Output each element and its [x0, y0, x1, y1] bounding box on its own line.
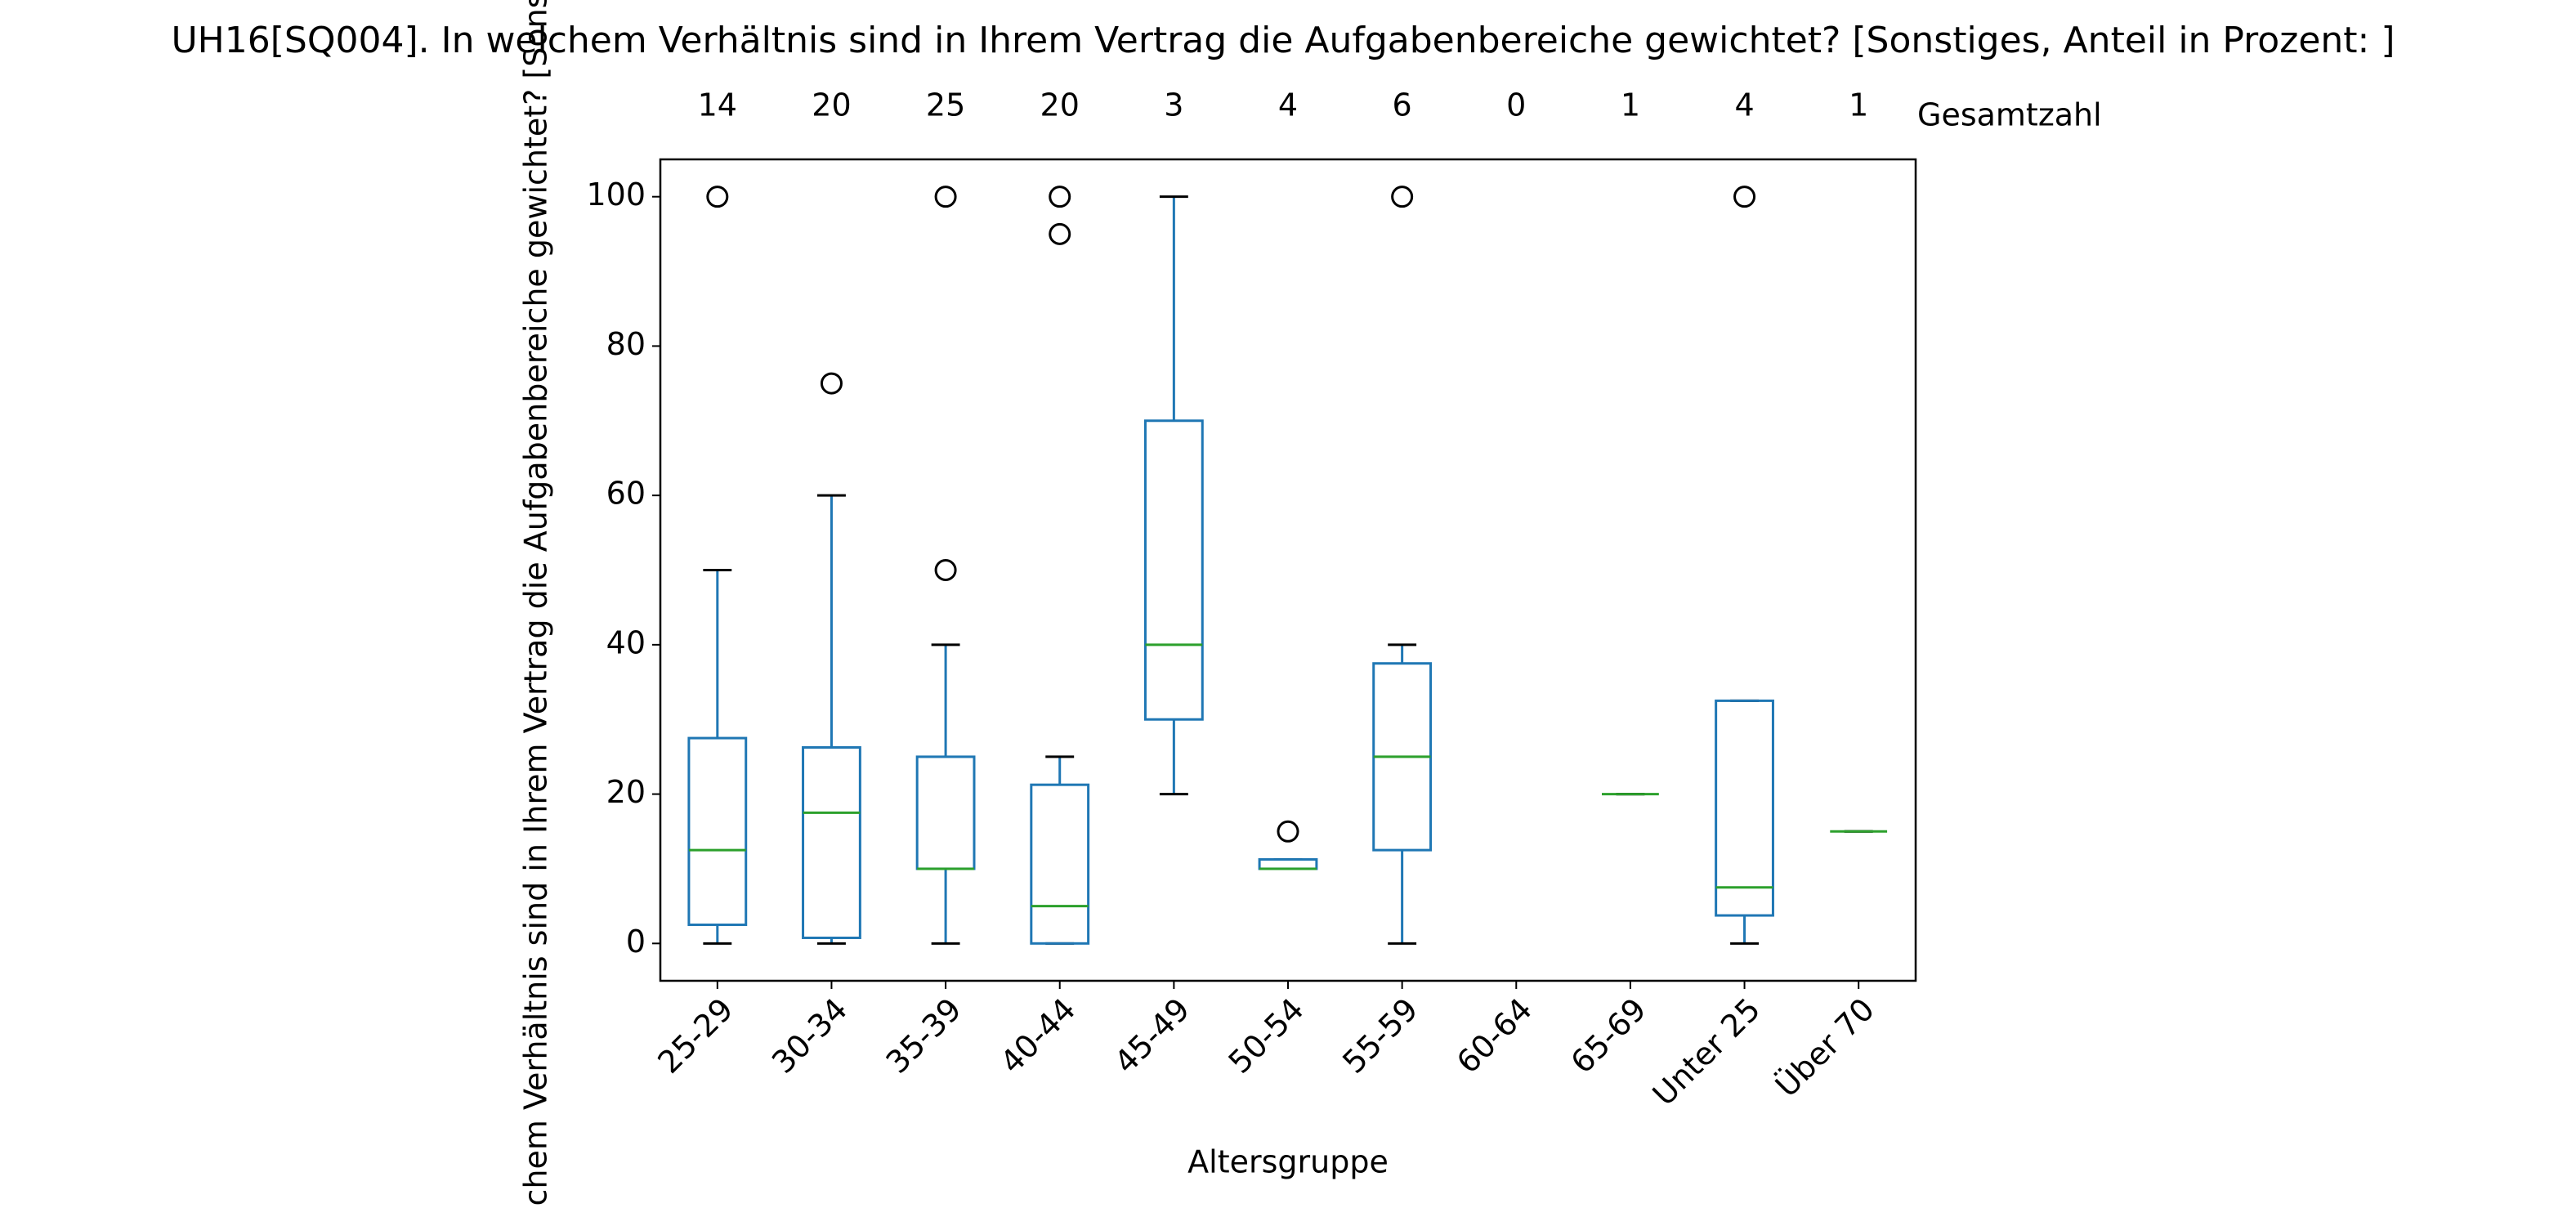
outlier [1049, 222, 1071, 245]
x-tick-label: 30-34 [765, 991, 854, 1080]
outlier [1733, 186, 1756, 208]
y-tick-label: 60 [606, 476, 646, 512]
y-tick-label: 80 [606, 326, 646, 362]
y-axis-label: UH16[SQ004]. In welchem Verhältnis sind … [518, 0, 554, 1208]
y-tick-label: 100 [586, 177, 646, 213]
box [687, 736, 748, 926]
box [1258, 858, 1318, 870]
x-tick-label: 40-44 [993, 991, 1082, 1080]
count: 20 [1040, 87, 1080, 123]
count: 4 [1278, 87, 1298, 123]
box [1030, 783, 1090, 945]
x-tick-label: 60-64 [1450, 991, 1539, 1080]
outlier [1277, 820, 1299, 843]
count-label: Gesamtzahl [1917, 97, 2102, 133]
count: 20 [812, 87, 851, 123]
x-tick-label: 65-69 [1564, 991, 1653, 1080]
count: 25 [926, 87, 965, 123]
count: 1 [1849, 87, 1868, 123]
count: 1 [1621, 87, 1640, 123]
count: 3 [1164, 87, 1183, 123]
y-tick-label: 40 [606, 624, 646, 660]
count: 0 [1506, 87, 1526, 123]
box [915, 755, 976, 870]
y-tick-label: 20 [606, 774, 646, 810]
plot-frame [659, 158, 1917, 982]
outlier [934, 186, 957, 208]
count: 4 [1734, 87, 1754, 123]
count: 6 [1393, 87, 1412, 123]
count: 14 [698, 87, 737, 123]
outlier [820, 372, 843, 395]
box [802, 745, 861, 939]
chart-title: UH16[SQ004]. In welchem Verhältnis sind … [171, 20, 2395, 61]
x-tick-label: Über 70 [1769, 991, 1881, 1104]
box [1715, 699, 1774, 917]
box [1143, 419, 1204, 721]
outlier [706, 186, 729, 208]
x-tick-label: 25-29 [651, 991, 740, 1080]
y-tick-label: 0 [626, 924, 646, 960]
outlier [1391, 186, 1414, 208]
outlier [934, 559, 957, 581]
x-tick-label: 55-59 [1335, 991, 1424, 1080]
x-tick-label: 50-54 [1222, 991, 1311, 1080]
outlier [1049, 186, 1071, 208]
x-tick-label: 35-39 [879, 991, 968, 1080]
x-tick-label: 45-49 [1107, 991, 1196, 1080]
x-axis-label: Altersgruppe [1187, 1144, 1389, 1180]
x-tick-label: Unter 25 [1646, 991, 1768, 1113]
